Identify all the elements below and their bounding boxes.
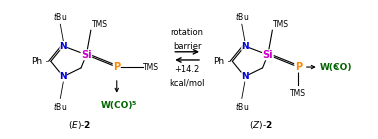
Text: TMS: TMS	[143, 63, 160, 72]
Text: Ph: Ph	[213, 57, 224, 66]
Text: P: P	[113, 62, 120, 72]
Text: Si: Si	[81, 50, 92, 60]
Text: N: N	[241, 42, 249, 51]
Text: 5: 5	[334, 65, 338, 70]
Text: Ph: Ph	[31, 57, 43, 66]
Text: +14.2: +14.2	[175, 65, 200, 74]
Text: W(CO): W(CO)	[101, 101, 133, 110]
Text: rotation: rotation	[170, 28, 204, 37]
Text: N: N	[241, 72, 249, 81]
Text: Si: Si	[263, 50, 273, 60]
Text: ($E$)-$\mathbf{2}$: ($E$)-$\mathbf{2}$	[68, 119, 91, 131]
Text: $t$Bu: $t$Bu	[235, 11, 249, 22]
Text: TMS: TMS	[290, 89, 306, 98]
Text: P: P	[295, 62, 302, 72]
Text: W(CO): W(CO)	[320, 63, 352, 72]
Text: N: N	[59, 42, 67, 51]
Text: TMS: TMS	[273, 20, 289, 29]
Text: TMS: TMS	[91, 20, 108, 29]
Text: kcal/mol: kcal/mol	[169, 79, 205, 88]
Text: barrier: barrier	[173, 42, 201, 51]
Text: N: N	[59, 72, 67, 81]
Text: $t$Bu: $t$Bu	[53, 101, 68, 112]
Text: $t$Bu: $t$Bu	[235, 101, 249, 112]
Text: ($Z$)-$\mathbf{2}$: ($Z$)-$\mathbf{2}$	[249, 119, 273, 131]
Text: $t$Bu: $t$Bu	[53, 11, 68, 22]
Text: 5: 5	[132, 101, 136, 106]
